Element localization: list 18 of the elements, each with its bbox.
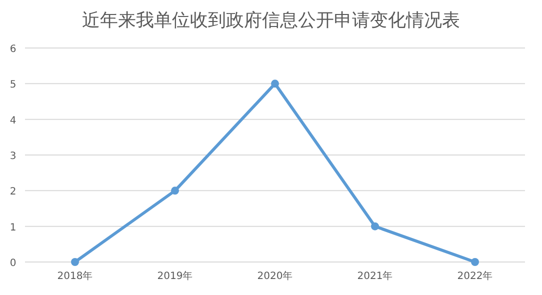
x-tick-label: 2018年 bbox=[57, 270, 93, 282]
x-tick-label: 2021年 bbox=[357, 270, 393, 282]
point bbox=[171, 186, 179, 195]
x-tick-label: 2019年 bbox=[157, 270, 193, 282]
point bbox=[271, 80, 279, 88]
y-tick-label: 5 bbox=[10, 80, 16, 91]
y-tick-label: 1 bbox=[10, 222, 16, 234]
y-tick-label: 2 bbox=[10, 186, 16, 198]
point bbox=[371, 222, 379, 230]
y-tick-label: 6 bbox=[10, 44, 16, 55]
x-tick-label: 2022年 bbox=[457, 270, 493, 282]
point bbox=[71, 258, 79, 266]
y-tick-label: 4 bbox=[10, 115, 16, 126]
y-tick-label: 3 bbox=[10, 151, 16, 162]
point bbox=[471, 258, 479, 266]
y-tick-label: 0 bbox=[10, 258, 16, 269]
chart-title: 近年来我单位收到政府信息公开申请变化情况表 bbox=[82, 10, 460, 31]
x-tick-label: 2020年 bbox=[257, 270, 293, 282]
